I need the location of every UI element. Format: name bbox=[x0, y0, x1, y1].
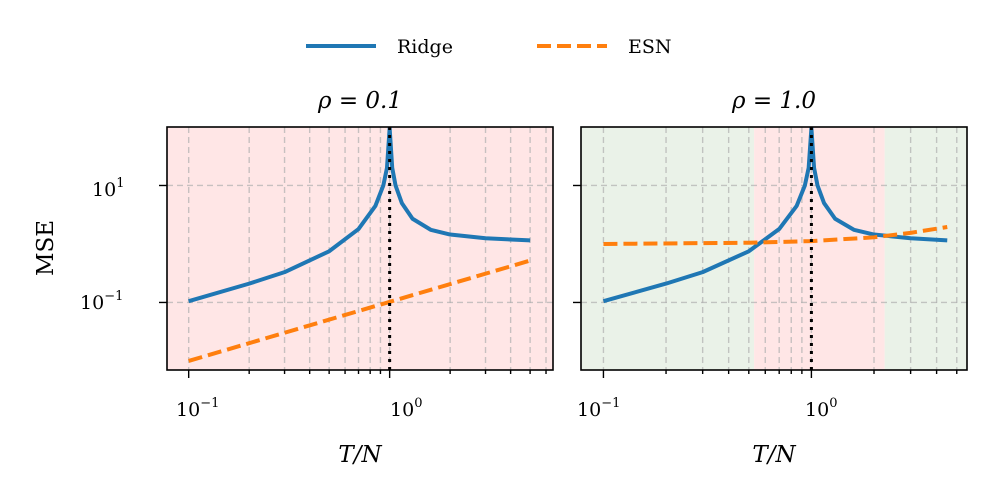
x-tick-label-0-1: 10−1 bbox=[176, 396, 219, 421]
grid-left bbox=[167, 127, 553, 370]
shaded-regions-left bbox=[167, 127, 553, 370]
x-tick-labels-left: 10−1 100 bbox=[176, 396, 422, 421]
legend-ridge-label: Ridge bbox=[397, 36, 453, 58]
x-tick-label-1: 100 bbox=[390, 396, 422, 421]
y-tick-labels: 101 10−1 bbox=[80, 176, 124, 314]
shaded-region-0 bbox=[581, 127, 755, 370]
series-left bbox=[188, 127, 531, 370]
shaded-region-2 bbox=[884, 127, 967, 370]
x-tick-labels-right: 10−1 100 bbox=[577, 396, 837, 421]
panel-title-left: ρ = 0.1 bbox=[317, 88, 402, 114]
series-line-esn bbox=[603, 225, 948, 246]
x-tick-label-1: 100 bbox=[805, 396, 837, 421]
axes-frame-right bbox=[580, 126, 968, 371]
legend: Ridge ESN bbox=[306, 36, 672, 58]
y-tick-label-10: 101 bbox=[92, 176, 124, 201]
grid-right bbox=[581, 127, 967, 370]
y-axis-label: MSE bbox=[33, 220, 59, 276]
shaded-regions-right bbox=[581, 127, 967, 370]
panel-rho-0-1: ρ = 0.1 T/N MSE 10−1 100 101 10−1 bbox=[33, 88, 554, 468]
x-tick-label-0-1: 10−1 bbox=[577, 396, 620, 421]
x-axis-label-right: T/N bbox=[752, 442, 796, 468]
legend-esn-label: ESN bbox=[628, 36, 672, 58]
x-axis-label-left: T/N bbox=[338, 442, 382, 468]
shaded-region-1 bbox=[754, 127, 885, 370]
axes-frame-left bbox=[166, 126, 554, 371]
series-right bbox=[602, 127, 948, 370]
shaded-region-0 bbox=[167, 127, 553, 370]
panel-rho-1-0: ρ = 1.0 T/N 10−1 100 bbox=[573, 88, 968, 468]
panel-title-right: ρ = 1.0 bbox=[731, 88, 816, 114]
ticks-left bbox=[159, 184, 547, 378]
ticks-right bbox=[573, 184, 958, 378]
y-tick-label-0-1: 10−1 bbox=[80, 289, 123, 314]
